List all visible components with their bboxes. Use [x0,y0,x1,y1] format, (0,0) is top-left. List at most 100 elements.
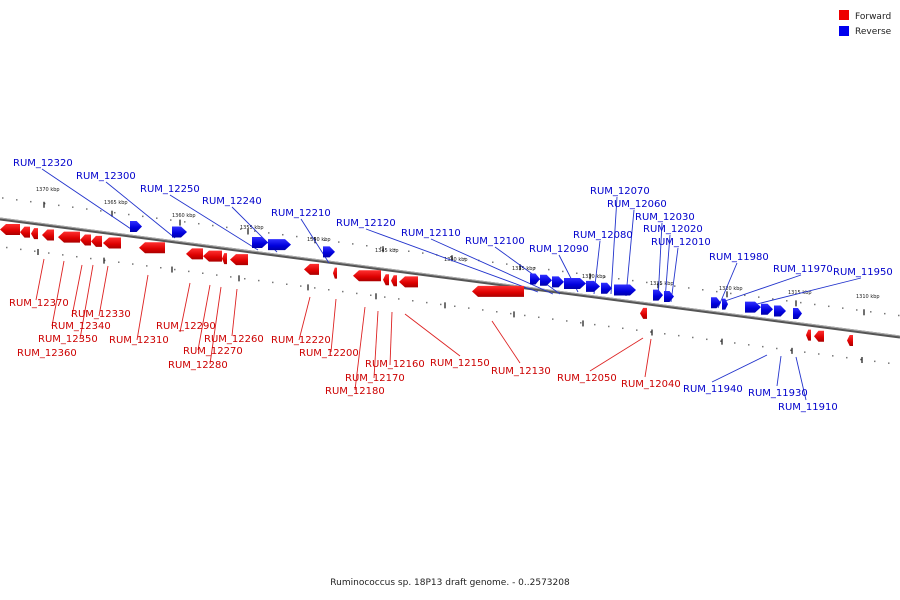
forward-gene-arrow[interactable] [391,275,397,287]
kbp-tick-label: 1325 kbp [650,281,674,287]
forward-gene-arrow[interactable] [399,276,418,288]
reverse-gene-arrow[interactable] [586,280,600,292]
legend-reverse-swatch [839,26,849,36]
gene-label-rum-12150[interactable]: RUM_12150 [430,358,490,369]
reverse-gene-arrow[interactable] [564,277,586,289]
gene-label-rum-11940[interactable]: RUM_11940 [683,384,743,395]
reverse-gene-arrow[interactable] [774,305,786,317]
gene-label-rum-12010[interactable]: RUM_12010 [651,237,711,248]
gene-label-rum-12040[interactable]: RUM_12040 [621,379,681,390]
reverse-gene-arrow[interactable] [711,297,721,309]
gene-label-rum-12020[interactable]: RUM_12020 [643,224,703,235]
gene-label-rum-12330[interactable]: RUM_12330 [71,309,131,320]
kbp-tick-label: 1320 kbp [719,286,743,292]
reverse-gene-arrow[interactable] [601,282,612,294]
forward-gene-arrow[interactable] [230,254,248,266]
forward-gene-arrow[interactable] [353,270,381,282]
gene-label-rum-12210[interactable]: RUM_12210 [271,208,331,219]
gene-label-rum-12130[interactable]: RUM_12130 [491,366,551,377]
reverse-gene-arrow[interactable] [552,276,564,288]
gene-label-rum-12300[interactable]: RUM_12300 [76,171,136,182]
gene-label-rum-12220[interactable]: RUM_12220 [271,335,331,346]
legend-forward-label: Forward [855,12,891,22]
gene-label-rum-12050[interactable]: RUM_12050 [557,373,617,384]
forward-gene-arrow[interactable] [814,330,824,342]
gene-label-rum-12200[interactable]: RUM_12200 [299,348,359,359]
forward-gene-arrow[interactable] [80,234,91,246]
gene-label-rum-12250[interactable]: RUM_12250 [140,184,200,195]
gene-label-rum-12170[interactable]: RUM_12170 [345,373,405,384]
forward-gene-arrow[interactable] [472,285,524,297]
gene-label-rum-11910[interactable]: RUM_11910 [778,402,838,413]
forward-gene-arrow[interactable] [103,237,121,249]
gene-label-rum-12270[interactable]: RUM_12270 [183,346,243,357]
gene-label-rum-12070[interactable]: RUM_12070 [590,186,650,197]
reverse-gene-arrow[interactable] [252,237,268,249]
forward-gene-arrow[interactable] [806,329,811,341]
legend-forward-swatch [839,10,849,20]
gene-label-rum-11950[interactable]: RUM_11950 [833,267,893,278]
gene-label-rum-12360[interactable]: RUM_12360 [17,348,77,359]
kbp-tick-label: 1310 kbp [856,294,880,300]
gene-label-rum-12090[interactable]: RUM_12090 [529,244,589,255]
forward-gene-arrow[interactable] [91,235,102,247]
gene-label-rum-12340[interactable]: RUM_12340 [51,321,111,332]
gene-label-rum-12240[interactable]: RUM_12240 [202,196,262,207]
gene-label-rum-12260[interactable]: RUM_12260 [204,334,264,345]
reverse-gene-arrow[interactable] [722,298,728,310]
gene-label-rum-12080[interactable]: RUM_12080 [573,230,633,241]
gene-label-rum-12350[interactable]: RUM_12350 [38,334,98,345]
forward-gene-arrow[interactable] [31,228,38,240]
forward-gene-arrow[interactable] [640,307,647,319]
gene-label-rum-11980[interactable]: RUM_11980 [709,252,769,263]
reverse-gene-arrow[interactable] [745,301,761,313]
kbp-tick-label: 1360 kbp [172,213,196,219]
gene-label-rum-12160[interactable]: RUM_12160 [365,359,425,370]
forward-gene-arrow[interactable] [333,267,337,279]
gene-label-rum-12370[interactable]: RUM_12370 [9,298,69,309]
reverse-gene-arrow[interactable] [172,226,187,238]
forward-gene-arrow[interactable] [304,263,319,275]
gene-label-rum-12180[interactable]: RUM_12180 [325,386,385,397]
forward-gene-arrow[interactable] [847,335,853,347]
gene-label-rum-12100[interactable]: RUM_12100 [465,236,525,247]
forward-gene-arrow[interactable] [139,242,165,254]
reverse-gene-arrow[interactable] [653,289,663,301]
kbp-tick-label: 1335 kbp [512,266,536,272]
forward-gene-arrow[interactable] [58,231,80,243]
gene-label-rum-12060[interactable]: RUM_12060 [607,199,667,210]
forward-gene-arrow[interactable] [20,226,30,238]
forward-gene-labels: RUM_12370 RUM_12330 RUM_12340 RUM_12350 … [9,298,681,397]
kbp-tick-label: 1330 kbp [582,274,606,280]
forward-gene-arrow[interactable] [203,250,222,262]
track-dots-lower [6,246,890,364]
legend: Forward Reverse [839,10,892,37]
reverse-gene-arrow[interactable] [761,303,773,315]
forward-gene-arrow[interactable] [186,248,203,260]
gene-label-rum-12280[interactable]: RUM_12280 [168,360,228,371]
reverse-gene-arrow[interactable] [793,307,802,319]
gene-label-rum-12310[interactable]: RUM_12310 [109,335,169,346]
gene-label-rum-12120[interactable]: RUM_12120 [336,218,396,229]
gene-label-rum-12110[interactable]: RUM_12110 [401,228,461,239]
gene-label-rum-11930[interactable]: RUM_11930 [748,388,808,399]
gene-label-rum-12320[interactable]: RUM_12320 [13,158,73,169]
reverse-gene-arrow[interactable] [268,239,291,251]
gene-label-rum-12030[interactable]: RUM_12030 [635,212,695,223]
forward-gene-arrow[interactable] [222,253,227,265]
reverse-gene-arrow[interactable] [323,246,335,258]
kbp-tick-label: 1350 kbp [307,237,331,243]
reverse-gene-arrow[interactable] [540,274,552,286]
reverse-gene-arrow[interactable] [130,221,142,233]
reverse-gene-labels: RUM_12320 RUM_12300 RUM_12250 RUM_12240 … [13,158,893,413]
reverse-gene-arrow[interactable] [530,273,540,285]
forward-gene-arrow[interactable] [42,229,54,241]
forward-gene-arrow[interactable] [0,224,20,235]
kbp-tick-label: 1365 kbp [104,200,128,206]
gene-label-rum-11970[interactable]: RUM_11970 [773,264,833,275]
gene-label-rum-12290[interactable]: RUM_12290 [156,321,216,332]
forward-gene-arrow[interactable] [383,274,389,286]
reverse-gene-arrow[interactable] [614,284,636,296]
reverse-gene-arrow[interactable] [664,291,674,303]
legend-reverse-label: Reverse [855,27,892,37]
